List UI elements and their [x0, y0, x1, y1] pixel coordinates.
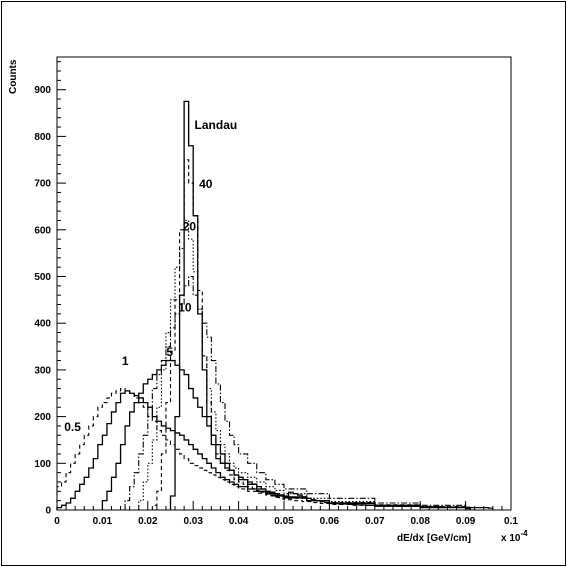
curve-label-40: 40 — [199, 177, 213, 191]
y-tick-label: 800 — [34, 132, 51, 143]
series-40-line — [151, 159, 471, 510]
x-axis-multiplier-base: x 10 — [501, 533, 521, 544]
x-tick-label: 0.04 — [229, 516, 249, 527]
x-tick-label: 0 — [54, 516, 60, 527]
curve-label-0-5: 0.5 — [64, 420, 81, 434]
series-Landau-line — [169, 100, 494, 510]
y-tick-label: 500 — [34, 272, 51, 283]
x-tick-label: 0.07 — [365, 516, 385, 527]
y-tick-label: 100 — [34, 459, 51, 470]
x-axis-multiplier-exponent: -4 — [520, 529, 528, 538]
x-tick-label: 0.03 — [183, 516, 203, 527]
curve-label-layer: Landau 40 20 10 5 1 0.5 — [64, 118, 237, 434]
y-tick-label: 400 — [34, 319, 51, 330]
x-axis-multiplier: x 10-4 — [501, 529, 528, 544]
y-tick-label: 600 — [34, 225, 51, 236]
y-tick-label: 300 — [34, 365, 51, 376]
x-tick-label: 0.09 — [456, 516, 476, 527]
curve-label-1: 1 — [122, 354, 129, 368]
series-1-line — [56, 390, 471, 510]
y-tick-label: 700 — [34, 179, 51, 190]
x-tick-label: 0.06 — [320, 516, 340, 527]
y-tick-label: 900 — [34, 85, 51, 96]
x-tick-label: 0.08 — [410, 516, 430, 527]
y-tick-label: 200 — [34, 412, 51, 423]
x-tick-label: 0.05 — [274, 516, 294, 527]
x-tick-label: 0.01 — [93, 516, 113, 527]
x-axis-label: dE/dx [GeV/cm] — [397, 533, 471, 544]
y-tick-label: 0 — [45, 506, 51, 517]
series-layer — [56, 100, 494, 510]
curve-label-5: 5 — [166, 345, 173, 359]
y-axis-label: Counts — [8, 59, 19, 94]
series-10-line — [124, 275, 471, 510]
x-tick-label: 0.1 — [504, 516, 518, 527]
curve-label-10: 10 — [178, 301, 192, 315]
series-5-line — [101, 359, 471, 510]
x-tick-label: 0.02 — [138, 516, 158, 527]
curve-label-Landau: Landau — [195, 118, 238, 132]
axis-layer: 0 0.01 0.02 0.03 0.04 0.05 0.06 0.07 0.08 0.09 0.1… — [34, 61, 518, 527]
curve-label-20: 20 — [183, 220, 197, 234]
series-20-line — [138, 219, 471, 510]
